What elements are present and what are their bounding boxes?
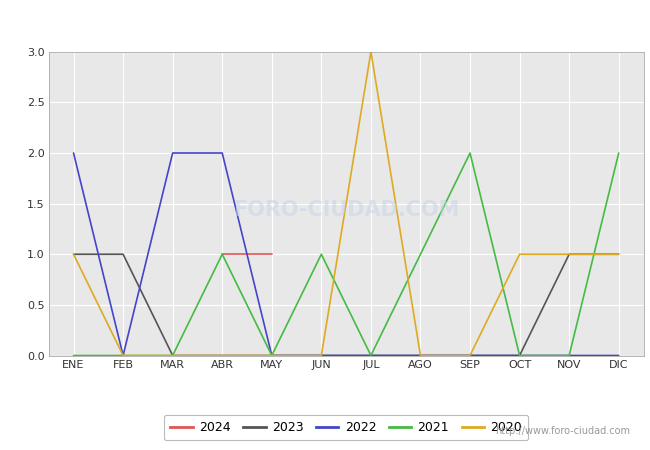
Text: http://www.foro-ciudad.com: http://www.foro-ciudad.com — [495, 427, 630, 436]
Text: Matriculaciones de Vehiculos en El Cubo de Don Sancho: Matriculaciones de Vehiculos en El Cubo … — [111, 16, 540, 31]
Legend: 2024, 2023, 2022, 2021, 2020: 2024, 2023, 2022, 2021, 2020 — [164, 415, 528, 441]
Text: FORO-CIUDAD.COM: FORO-CIUDAD.COM — [233, 200, 460, 220]
